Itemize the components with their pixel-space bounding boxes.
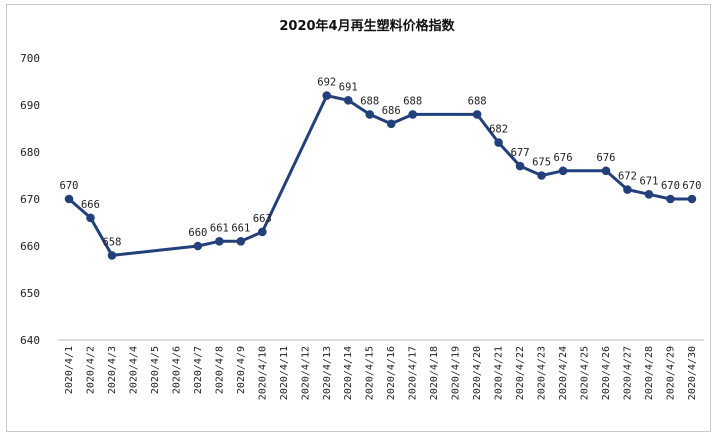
data-point	[236, 237, 246, 246]
x-tick-label: 2020/4/1	[64, 346, 75, 394]
data-point	[515, 161, 525, 171]
data-point	[687, 194, 697, 204]
data-point	[408, 110, 417, 119]
y-tick-label: 700	[20, 52, 40, 65]
data-point	[601, 166, 611, 176]
y-axis: 640 650 660 670 680 690 700	[20, 52, 704, 347]
data-point	[64, 194, 74, 204]
x-tick-label: 2020/4/25	[580, 346, 591, 400]
data-label: 676	[597, 152, 616, 164]
x-tick-label: 2020/4/28	[644, 346, 655, 400]
x-tick-label: 2020/4/27	[622, 346, 633, 400]
data-point	[537, 171, 546, 180]
data-label: 658	[102, 236, 121, 248]
data-label: 672	[618, 171, 637, 183]
y-tick-label: 640	[20, 334, 40, 347]
x-tick-label: 2020/4/2	[85, 346, 96, 394]
y-tick-label: 650	[20, 287, 40, 300]
data-point	[365, 110, 375, 119]
data-label: 666	[81, 199, 100, 211]
data-point	[258, 227, 267, 237]
series-polyline	[68, 94, 692, 257]
data-point	[472, 110, 482, 119]
data-label: 670	[682, 180, 701, 192]
x-tick-label: 2020/4/24	[558, 346, 569, 400]
data-point	[558, 166, 568, 176]
x-tick-label: 2020/4/17	[408, 346, 419, 400]
data-point	[666, 194, 675, 204]
x-tick-label: 2020/4/26	[601, 346, 612, 400]
data-label: 670	[661, 180, 680, 192]
chart-title: 2020年4月再生塑料价格指数	[279, 18, 455, 34]
data-point	[107, 251, 117, 260]
chart-frame	[6, 4, 711, 432]
data-point	[193, 241, 203, 251]
x-tick-label: 2020/4/30	[687, 346, 698, 400]
x-tick-label: 2020/4/6	[171, 346, 182, 394]
x-tick-label: 2020/4/4	[128, 346, 139, 394]
x-axis: 2020/4/1 2020/4/2 2020/4/3 2020/4/4 2020/4/5…	[64, 346, 698, 400]
x-tick-label: 2020/4/18	[429, 346, 440, 400]
x-tick-label: 2020/4/12	[300, 346, 311, 400]
data-point	[322, 91, 332, 100]
series-line	[64, 91, 697, 260]
data-label: 688	[468, 95, 487, 107]
x-tick-label: 2020/4/10	[257, 346, 268, 400]
x-tick-label: 2020/4/23	[537, 346, 548, 400]
data-point	[494, 138, 503, 147]
x-tick-label: 2020/4/5	[150, 346, 161, 394]
data-label: 671	[639, 175, 658, 187]
data-label: 677	[511, 147, 530, 159]
x-tick-label: 2020/4/21	[494, 346, 505, 400]
x-tick-label: 2020/4/8	[214, 346, 225, 394]
x-tick-label: 2020/4/15	[365, 346, 376, 400]
x-tick-label: 2020/4/9	[236, 346, 247, 394]
x-tick-label: 2020/4/11	[279, 346, 290, 400]
x-tick-label: 2020/4/13	[322, 346, 333, 400]
data-point	[215, 237, 224, 246]
data-label: 661	[210, 222, 229, 234]
data-label: 660	[188, 227, 207, 239]
y-tick-label: 690	[20, 99, 40, 112]
data-point	[86, 213, 95, 223]
x-tick-label: 2020/4/3	[107, 346, 118, 394]
data-label: 675	[532, 157, 551, 169]
data-label: 688	[403, 95, 422, 107]
x-tick-label: 2020/4/7	[193, 346, 204, 394]
data-label: 670	[60, 180, 79, 192]
x-tick-label: 2020/4/20	[472, 346, 483, 400]
x-tick-label: 2020/4/22	[515, 346, 526, 400]
data-label: 692	[317, 77, 336, 89]
data-label: 661	[231, 222, 250, 234]
y-tick-label: 670	[20, 193, 40, 206]
x-tick-label: 2020/4/14	[343, 346, 354, 400]
data-label: 663	[253, 213, 272, 225]
x-tick-label: 2020/4/29	[665, 346, 676, 400]
y-tick-label: 660	[20, 240, 40, 253]
y-tick-label: 680	[20, 146, 40, 159]
data-label: 688	[360, 95, 379, 107]
data-point	[386, 119, 396, 129]
data-label: 676	[554, 152, 573, 164]
x-tick-label: 2020/4/16	[386, 346, 397, 400]
x-tick-label: 2020/4/19	[451, 346, 462, 400]
data-point	[343, 96, 353, 105]
data-label: 686	[382, 105, 401, 117]
data-point	[644, 190, 654, 199]
data-label: 691	[339, 81, 358, 93]
data-point	[623, 185, 632, 194]
data-label: 682	[489, 124, 508, 136]
